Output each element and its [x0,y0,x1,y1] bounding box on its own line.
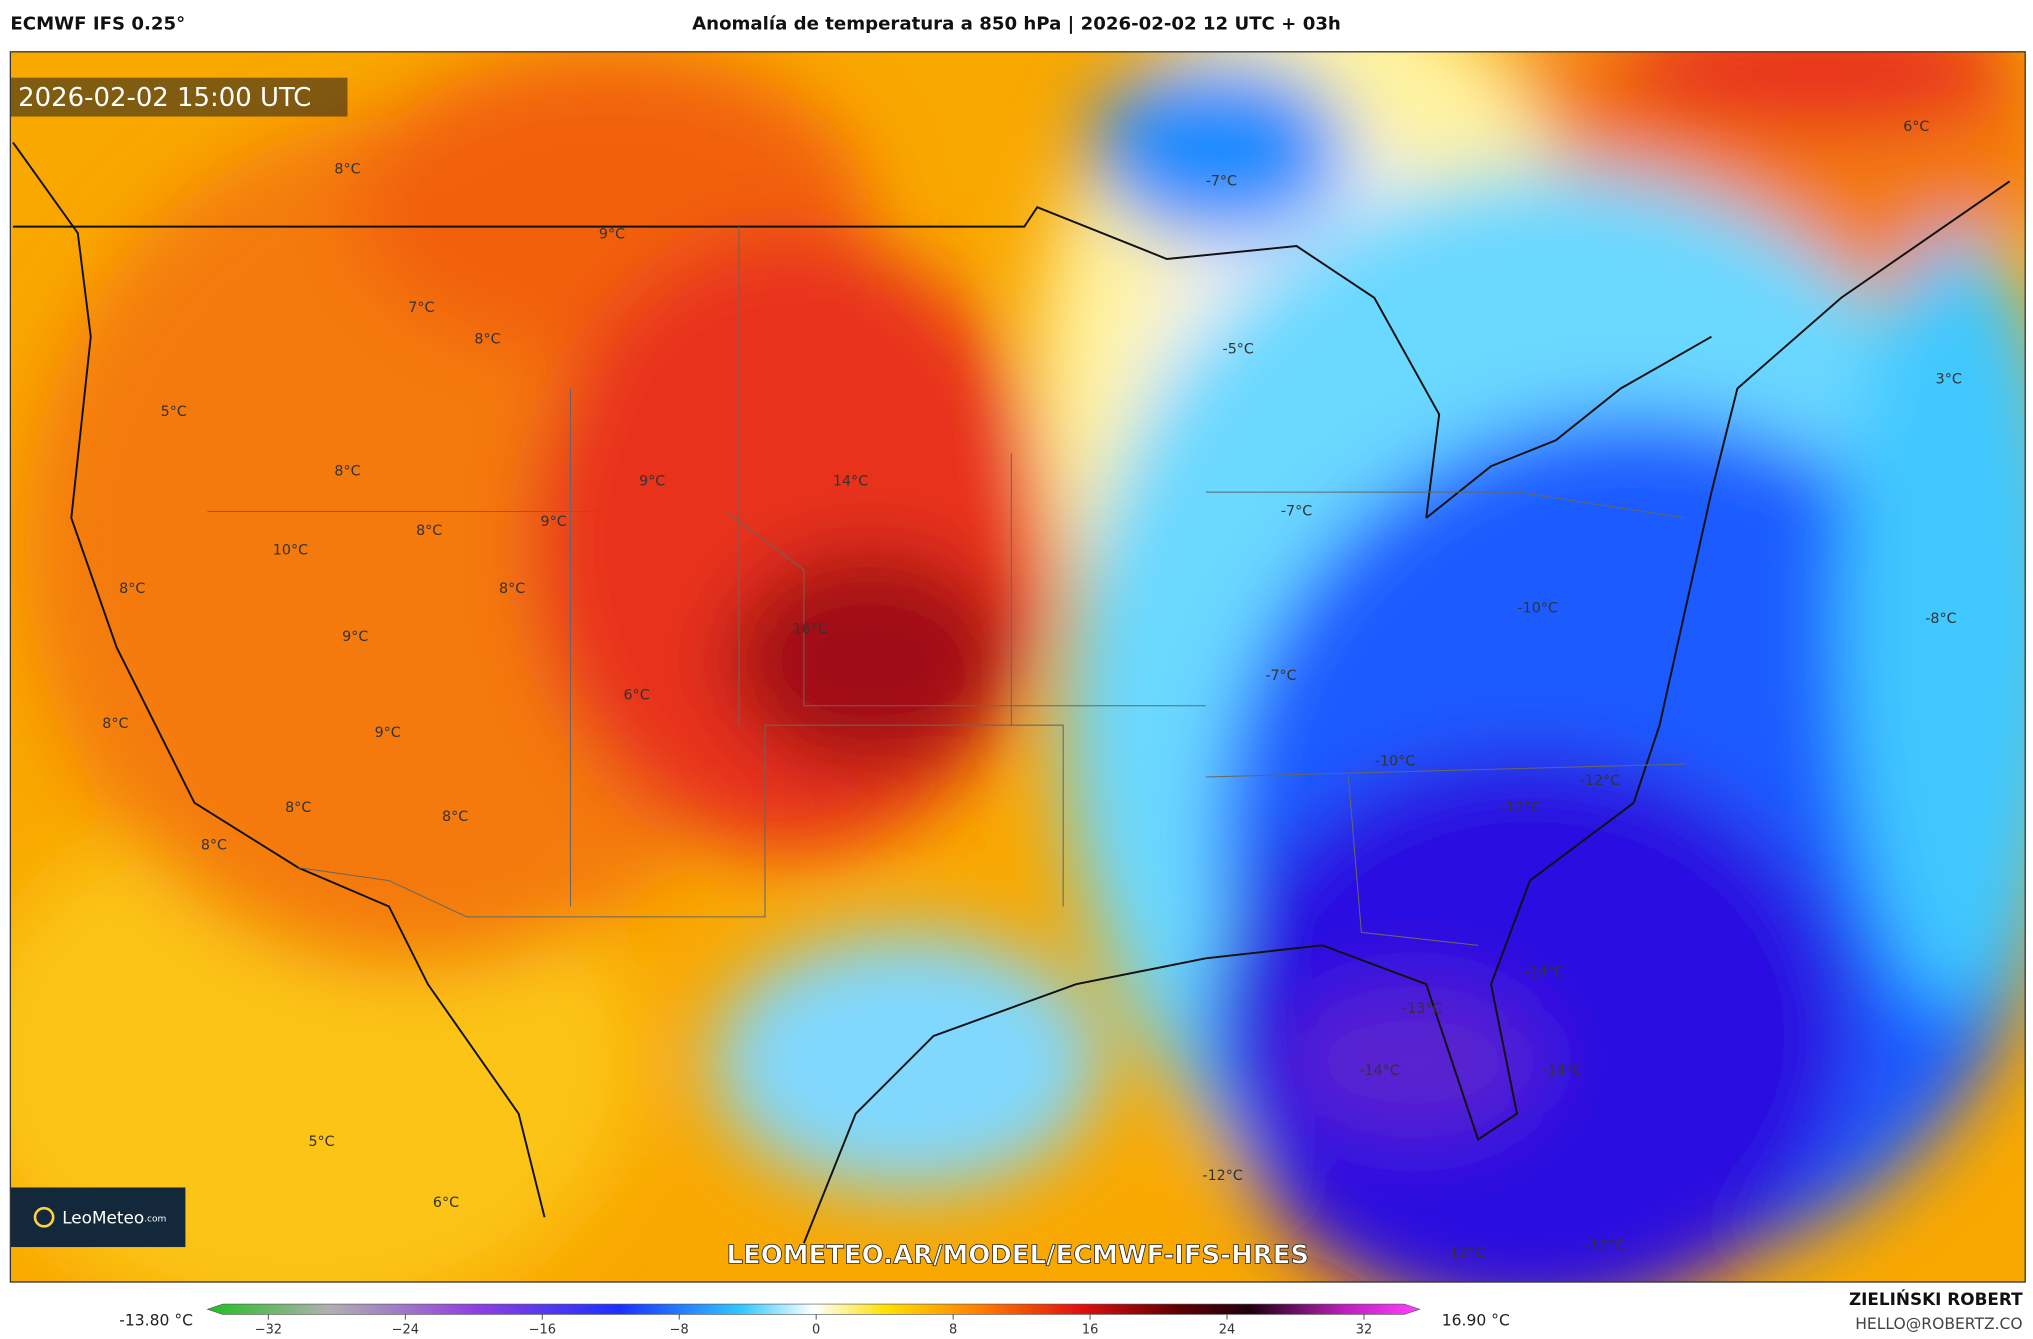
temperature-label: 9°C [342,629,368,645]
temperature-label: 8°C [201,838,227,854]
colorbar [206,1303,1421,1315]
colorbar-tick-label: −24 [392,1322,419,1337]
temperature-label: 9°C [639,474,665,490]
temperature-label: 7°C [408,300,434,316]
temperature-label: -12°C [1501,800,1541,816]
temperature-label: 8°C [442,809,468,825]
colorbar-tick-label: 32 [1356,1322,1372,1337]
state-borders [207,226,1686,946]
temperature-label: 10°C [273,542,308,558]
temperature-label: -10°C [1518,601,1558,617]
logo-icon [33,1206,55,1228]
temperature-label: 16°C [793,621,828,637]
temperature-label: 14°C [833,474,868,490]
timestamp: 2026-02-02 15:00 UTC [18,83,311,113]
colorbar-max: 16.90 °C [1442,1311,1510,1329]
temperature-label: 6°C [1903,119,1929,135]
coastlines [12,141,2011,1244]
temperature-label: -12°C [1585,1238,1625,1254]
colorbar-tick-label: −32 [255,1322,282,1337]
temperature-label: 8°C [474,331,500,347]
temperature-label: 5°C [308,1134,334,1150]
temperature-label: 8°C [119,581,145,597]
map-labels: 8°C 9°C 7°C 8°C 5°C 8°C 9°C 14°C 9°C 8°C 10°C 8°C 8°… [102,119,1962,1262]
temperature-label: 9°C [541,514,567,530]
author: ZIELIŃSKI ROBERT [1849,1288,2023,1309]
temperature-label: -8°C [1925,611,1956,627]
temperature-label: 3°C [1936,371,1962,387]
contact: HELLO@ROBERTZ.CO [1855,1315,2022,1333]
temperature-label: 6°C [433,1195,459,1211]
colorbar-tick-label: 24 [1219,1322,1235,1337]
temperature-label: 5°C [161,404,187,420]
watermark: LEOMETEO.AR/MODEL/ECMWF-IFS-HRES [726,1241,1309,1271]
colorbar-tick-label: 16 [1082,1322,1098,1337]
temperature-label: -7°C [1281,504,1312,520]
temperature-label: 8°C [334,162,360,178]
temperature-label: -7°C [1265,668,1296,684]
temperature-label: -14°C [1524,965,1564,981]
temperature-label: -12°C [1202,1168,1242,1184]
temperature-label: 8°C [102,716,128,732]
logo-box [10,1187,186,1248]
colorbar-tick-label: 0 [812,1322,820,1337]
temperature-label: -5°C [1223,342,1254,358]
colorbar-tick-label: 8 [949,1322,957,1337]
colorbar-min: -13.80 °C [119,1311,193,1329]
temperature-label: 6°C [624,687,650,703]
temperature-label: -10°C [1375,753,1415,769]
timestamp-box [10,77,348,117]
colorbar-ticks: −32 −24 −16 −8 0 8 16 24 32 [255,1314,1372,1337]
chart-title: Anomalía de temperatura a 850 hPa | 2026… [692,14,1341,35]
logo-text: LeoMeteo.com [62,1208,166,1228]
logo-suffix: .com [144,1214,166,1224]
temperature-label: -14°C [1542,1063,1582,1079]
temperature-label: 9°C [375,725,401,741]
temperature-label: -7°C [1206,173,1237,189]
logo-name: LeoMeteo [62,1208,144,1228]
colorbar-tick-label: −16 [529,1322,556,1337]
colorbar-tick-label: −8 [670,1322,689,1337]
temperature-label: 8°C [416,523,442,539]
model-name: ECMWF IFS 0.25° [10,14,185,35]
temperature-label: 8°C [285,800,311,816]
temperature-label: 9°C [599,226,625,242]
temperature-label: -12°C [1580,773,1620,789]
map-frame [9,51,2026,1283]
temperature-label: 8°C [334,463,360,479]
temperature-label: -14°C [1359,1063,1399,1079]
temperature-label: -12°C [1445,1246,1485,1262]
temperature-label: -13°C [1402,1001,1442,1017]
temperature-label: 8°C [499,581,525,597]
